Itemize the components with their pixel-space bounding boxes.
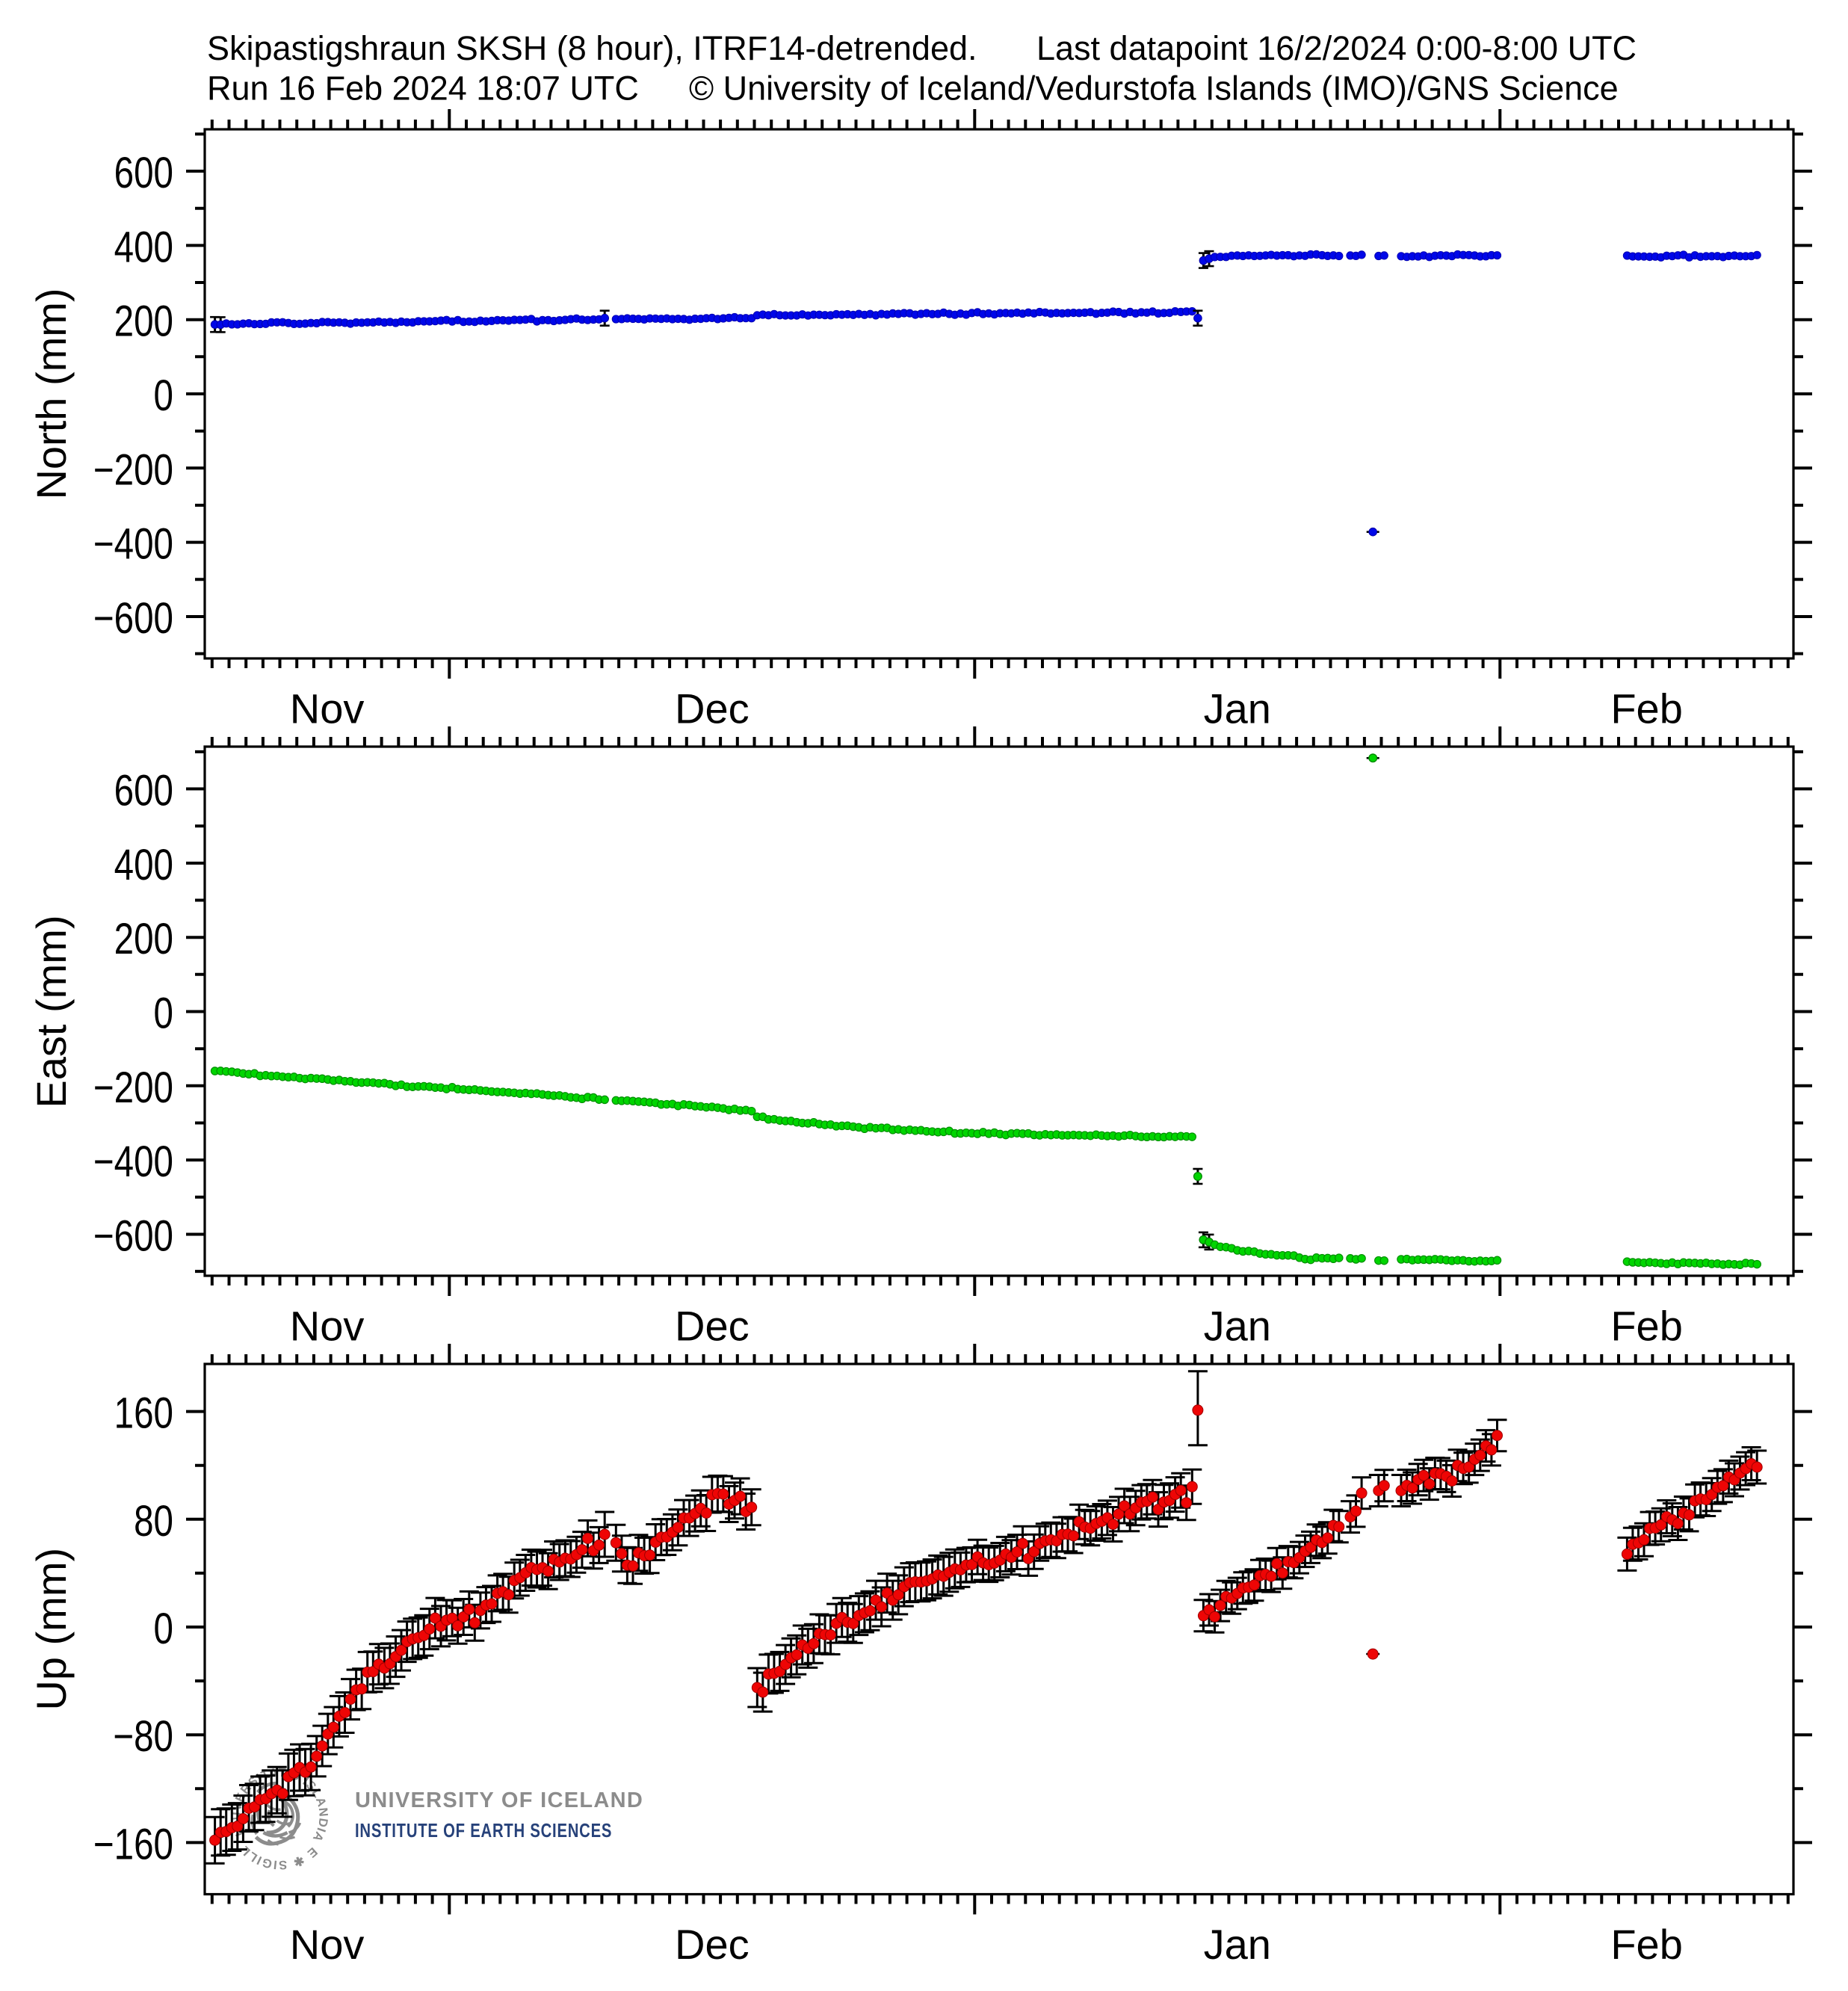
svg-text:−160: −160 — [93, 1821, 173, 1869]
svg-text:Nov: Nov — [290, 1303, 365, 1350]
svg-text:400: 400 — [114, 842, 173, 890]
svg-text:Feb: Feb — [1610, 1303, 1683, 1350]
svg-text:600: 600 — [114, 149, 173, 198]
svg-text:400: 400 — [114, 223, 173, 272]
svg-text:Nov: Nov — [290, 1921, 365, 1968]
svg-text:INSTITUTE OF EARTH SCIENCES: INSTITUTE OF EARTH SCIENCES — [355, 1820, 612, 1842]
svg-text:Dec: Dec — [675, 1921, 750, 1968]
svg-text:Jan: Jan — [1204, 1921, 1271, 1968]
svg-text:200: 200 — [114, 916, 173, 964]
svg-text:−200: −200 — [93, 446, 173, 495]
svg-text:−400: −400 — [93, 520, 173, 569]
svg-text:0: 0 — [154, 1605, 173, 1654]
svg-text:Dec: Dec — [675, 1303, 750, 1350]
svg-text:© University of Iceland/Vedurs: © University of Iceland/Vedurstofa Islan… — [689, 70, 1619, 108]
svg-text:Feb: Feb — [1610, 685, 1683, 732]
svg-text:Skipastigshraun SKSH (8 hour),: Skipastigshraun SKSH (8 hour), ITRF14-de… — [207, 29, 977, 67]
svg-text:Run 16 Feb 2024 18:07 UTC: Run 16 Feb 2024 18:07 UTC — [207, 70, 639, 108]
svg-text:Jan: Jan — [1204, 1303, 1271, 1350]
svg-text:−600: −600 — [93, 595, 173, 643]
svg-text:Feb: Feb — [1610, 1921, 1683, 1968]
svg-text:0: 0 — [154, 372, 173, 421]
svg-text:Jan: Jan — [1204, 685, 1271, 732]
svg-text:Nov: Nov — [290, 685, 365, 732]
svg-text:East (mm): East (mm) — [28, 915, 75, 1108]
svg-text:−80: −80 — [113, 1713, 173, 1762]
svg-text:−400: −400 — [93, 1138, 173, 1187]
svg-text:160: 160 — [114, 1389, 173, 1438]
svg-text:UNIVERSITY OF ICELAND: UNIVERSITY OF ICELAND — [355, 1788, 643, 1812]
svg-text:−600: −600 — [93, 1212, 173, 1261]
svg-text:Last datapoint 16/2/2024 0:00-: Last datapoint 16/2/2024 0:00-8:00 UTC — [1036, 29, 1637, 67]
svg-text:600: 600 — [114, 767, 173, 815]
svg-text:0: 0 — [154, 990, 173, 1038]
svg-text:−200: −200 — [93, 1064, 173, 1112]
svg-text:200: 200 — [114, 297, 173, 346]
svg-text:North (mm): North (mm) — [28, 288, 75, 499]
svg-text:80: 80 — [134, 1497, 173, 1546]
svg-text:Up (mm): Up (mm) — [28, 1548, 75, 1711]
svg-text:Dec: Dec — [675, 685, 750, 732]
